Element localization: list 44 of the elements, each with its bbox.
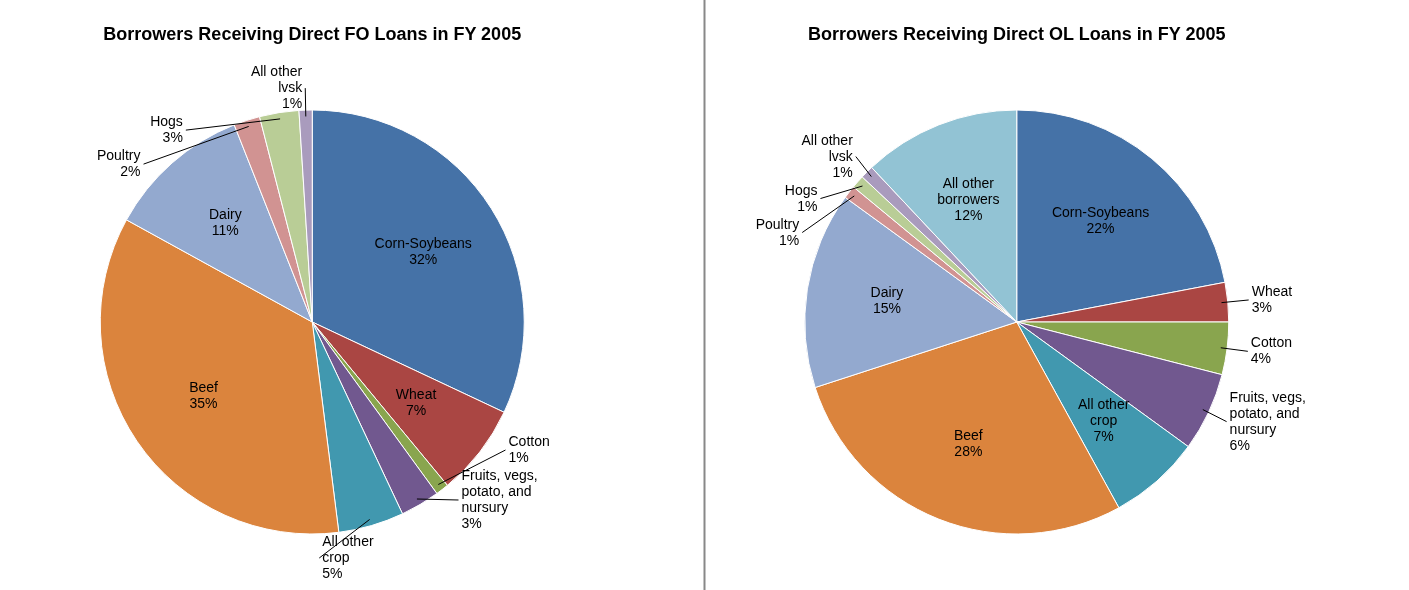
data-label: 5%: [322, 565, 343, 581]
slice-label: Fruits, vegs, potato, and nursury: [1229, 388, 1306, 437]
data-label: 2%: [120, 163, 141, 180]
slice-label: All other crop: [322, 533, 374, 565]
slice-label: All other crop: [1077, 395, 1130, 428]
data-label: 12%: [954, 206, 983, 223]
data-label: 1%: [508, 449, 529, 465]
slice-label: All other lvsk: [250, 63, 304, 96]
slice-label: Hogs: [150, 113, 183, 130]
data-label: 6%: [1229, 436, 1250, 453]
data-label: 15%: [872, 300, 901, 317]
slice-label: Corn-Soybeans: [1051, 203, 1150, 220]
slice-label: Wheat: [1251, 282, 1293, 299]
slice-label: All other borrowers: [937, 174, 1000, 207]
slice-label: Beef: [189, 378, 219, 395]
slice-label: Beef: [953, 427, 983, 444]
data-label: 3%: [162, 129, 183, 146]
slice-label: Dairy: [870, 284, 904, 301]
data-label: 22%: [1086, 219, 1115, 236]
slice-label: Fruits, vegs, potato, and nursury: [461, 467, 538, 515]
slice-label: Cotton: [1250, 334, 1293, 351]
chart-title: Borrowers Receiving Direct OL Loans in FY 2005: [808, 24, 1226, 44]
data-label: 11%: [211, 222, 239, 239]
slice-label: Hogs: [784, 181, 818, 198]
slice-label: Wheat: [395, 385, 437, 402]
slice-label: Poultry: [755, 215, 800, 232]
slice-label: Corn-Soybeans: [374, 234, 472, 251]
data-label: 28%: [954, 443, 983, 460]
data-label: 3%: [1251, 298, 1272, 315]
data-label: 32%: [409, 250, 438, 267]
data-label: 35%: [189, 394, 218, 411]
data-label: 1%: [778, 231, 800, 248]
chart-title: Borrowers Receiving Direct FO Loans in FY 2005: [103, 24, 522, 44]
data-label: 1%: [282, 95, 303, 112]
slice-label: Poultry: [96, 147, 141, 164]
data-label: 4%: [1250, 350, 1272, 367]
slice-label: Cotton: [508, 433, 550, 449]
data-label: 1%: [797, 197, 818, 214]
slice-label: All other lvsk: [801, 131, 854, 164]
data-label: 3%: [461, 515, 482, 531]
data-label: 7%: [405, 401, 427, 418]
data-label: 7%: [1093, 427, 1114, 444]
data-label: 1%: [832, 163, 853, 180]
slice-label: Dairy: [208, 206, 242, 223]
